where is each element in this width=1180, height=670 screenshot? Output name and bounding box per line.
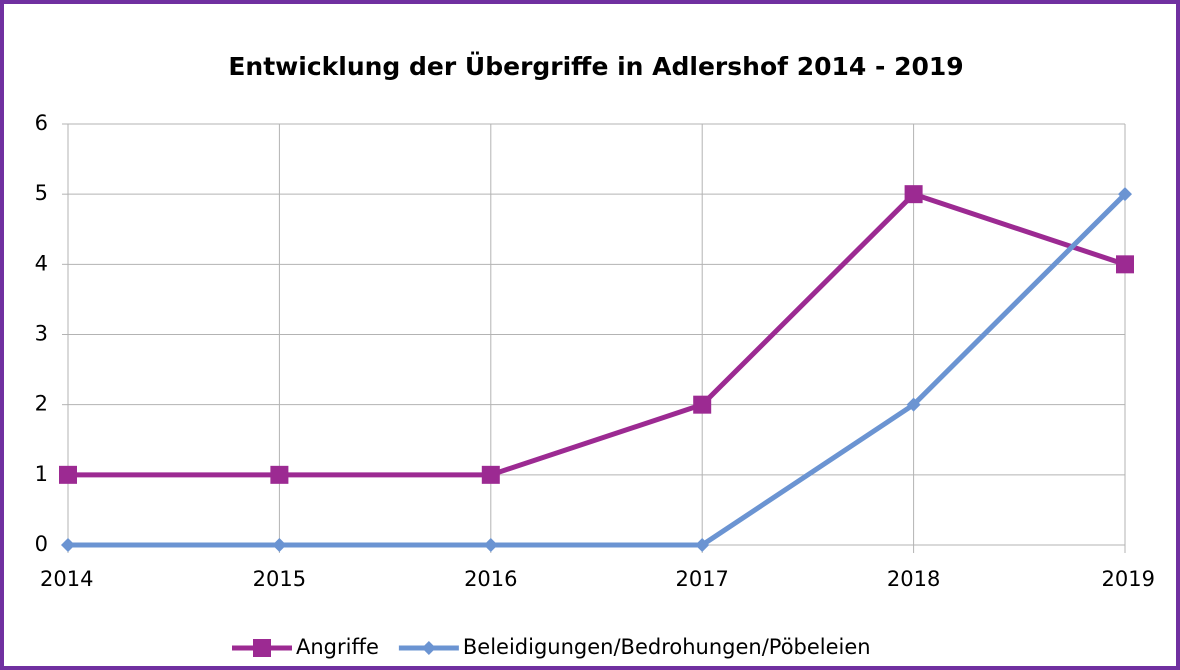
y-tick-label: 2 <box>35 392 48 416</box>
y-tick-label: 6 <box>35 111 48 135</box>
chart-title: Entwicklung der Übergriffe in Adlershof … <box>228 51 963 81</box>
data-point <box>59 465 77 484</box>
x-tick-label: 2015 <box>253 567 306 591</box>
data-point <box>1116 255 1134 274</box>
y-tick-label: 4 <box>35 251 48 275</box>
y-tick-label: 0 <box>35 532 48 556</box>
data-point <box>906 397 921 412</box>
x-tick-label: 2019 <box>1102 567 1155 591</box>
data-point <box>1118 187 1132 202</box>
x-tick-label: 2018 <box>887 567 940 591</box>
data-point <box>695 538 710 552</box>
data-point <box>61 538 75 552</box>
legend-label: Angriffe <box>296 635 379 659</box>
data-point <box>481 465 500 484</box>
legend-label: Beleidigungen/Bedrohungen/Pöbeleien <box>463 635 871 659</box>
data-point <box>270 465 289 484</box>
y-tick-label: 1 <box>35 462 48 486</box>
line-series <box>68 192 1127 548</box>
data-point <box>272 538 287 552</box>
line-series <box>68 191 1126 478</box>
data-point <box>904 185 923 204</box>
data-point <box>483 538 498 552</box>
legend-marker <box>253 639 271 657</box>
x-tick-label: 2014 <box>40 567 93 591</box>
y-tick-label: 3 <box>35 322 48 346</box>
data-point <box>693 395 712 414</box>
x-tick-label: 2017 <box>675 567 728 591</box>
y-tick-label: 5 <box>35 181 48 205</box>
x-tick-label: 2016 <box>464 567 517 591</box>
legend-marker <box>421 641 436 655</box>
